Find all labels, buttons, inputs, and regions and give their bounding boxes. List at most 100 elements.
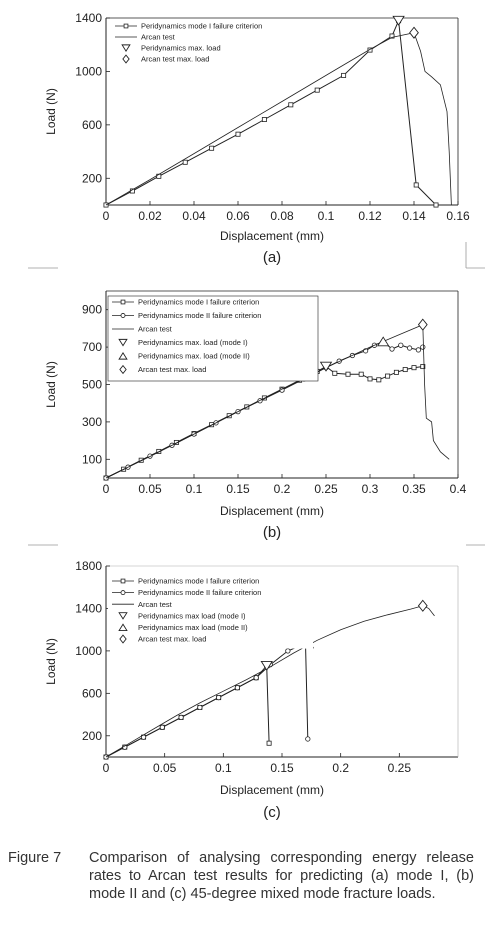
data-point <box>358 371 364 377</box>
legend-marker <box>119 364 127 375</box>
y-tick-label: 700 <box>82 340 102 354</box>
series-5 <box>417 599 428 612</box>
max-load-marker <box>392 15 405 26</box>
y-tick-label: 500 <box>82 378 102 392</box>
data-point <box>261 117 267 122</box>
legend-box <box>107 295 319 382</box>
x-tick-label: 0.2 <box>332 761 349 775</box>
series-line <box>105 32 452 206</box>
series-3 <box>409 26 419 39</box>
data-point <box>209 145 215 151</box>
y-axis-label: Load (N) <box>44 88 58 135</box>
legend-entry: Peridynamics mode I failure criterion <box>138 577 259 586</box>
x-axis-label: Displacement (mm) <box>220 229 324 243</box>
legend-entry: Peridynamics mode I failure criterion <box>138 298 259 307</box>
legend-marker <box>120 299 126 305</box>
series-line <box>105 365 423 479</box>
x-tick-label: 0.15 <box>226 482 250 496</box>
data-point <box>345 371 351 377</box>
legend: Peridynamics mode I failure criterion Per… <box>108 575 313 649</box>
data-point <box>305 736 311 742</box>
x-tick-label: 0.4 <box>450 482 467 496</box>
legend-entry: Peridynamics max. load (mode II) <box>138 352 250 361</box>
data-point <box>402 367 408 373</box>
legend-entry: Peridynamics mode I failure criterion <box>141 22 262 31</box>
data-point <box>389 33 395 39</box>
legend-box <box>108 575 313 649</box>
x-tick-label: 0 <box>103 482 110 496</box>
x-tick-label: 0.3 <box>362 482 379 496</box>
data-point <box>216 694 222 701</box>
series-5 <box>417 318 428 331</box>
y-tick-label: 900 <box>82 303 102 317</box>
y-tick-label: 1800 <box>75 559 102 573</box>
data-point <box>420 344 426 350</box>
x-tick-label: 0.04 <box>182 209 206 223</box>
data-point <box>376 377 382 383</box>
panel-label: (a) <box>263 249 281 266</box>
data-point <box>332 370 338 376</box>
legend-marker <box>123 23 129 29</box>
x-tick-label: 0.35 <box>402 482 426 496</box>
data-point <box>411 365 417 371</box>
series-0 <box>103 364 426 481</box>
series-2 <box>105 605 435 758</box>
data-point <box>253 675 259 681</box>
y-tick-label: 1000 <box>75 644 102 658</box>
legend-marker <box>118 352 128 360</box>
legend-marker <box>120 578 126 584</box>
x-tick-label: 0.08 <box>270 209 294 223</box>
legend-box <box>111 20 281 68</box>
legend-entry: Arcan test <box>138 600 173 609</box>
data-point <box>389 346 395 352</box>
data-point <box>285 648 291 654</box>
legend-entry: Peridynamics max load (mode I) <box>138 611 246 620</box>
legend-entry: Arcan test max. load <box>138 635 206 644</box>
legend-marker <box>118 623 128 631</box>
legend-marker <box>120 590 126 596</box>
legend-marker <box>122 54 130 64</box>
legend-entry: Arcan test max. load <box>138 365 206 374</box>
x-tick-label: 0.1 <box>186 482 203 496</box>
x-tick-label: 0.14 <box>402 209 426 223</box>
data-point <box>341 72 347 78</box>
x-axis-label: Displacement (mm) <box>220 783 324 797</box>
legend-entry: Peridynamics max. load (mode I) <box>138 338 248 347</box>
legend-entry: Arcan test max. load <box>141 55 209 64</box>
legend-entry: Arcan test <box>141 33 176 42</box>
data-point <box>234 685 241 691</box>
legend-entry: Arcan test <box>138 325 173 334</box>
data-point <box>182 159 188 165</box>
series-line <box>105 642 309 758</box>
data-point <box>413 182 419 188</box>
chart-a: 0 0.02 0.04 0.06 0.08 0.1 0.12 0.14 0.16 200 600 10… <box>44 11 470 266</box>
y-tick-label: 1400 <box>75 11 102 25</box>
series-line <box>105 605 435 758</box>
y-axis-label: Load (N) <box>44 361 58 408</box>
x-tick-label: 0.06 <box>226 209 250 223</box>
x-tick-label: 0.25 <box>388 761 412 775</box>
y-tick-label: 300 <box>82 415 102 429</box>
data-point <box>398 342 404 348</box>
x-tick-label: 0.05 <box>138 482 162 496</box>
series-line <box>105 664 270 758</box>
data-point <box>385 373 391 379</box>
y-tick-label: 1000 <box>75 64 102 78</box>
panel-label: (b) <box>263 524 281 541</box>
panel-label: (c) <box>263 804 281 821</box>
series-2 <box>105 324 450 479</box>
legend-marker <box>120 313 126 318</box>
legend-entry: Peridynamics max. load <box>141 44 221 53</box>
x-tick-label: 0 <box>103 761 110 775</box>
legend-marker <box>121 44 131 52</box>
x-tick-label: 0.15 <box>270 761 294 775</box>
data-point <box>266 740 272 746</box>
x-tick-label: 0.16 <box>446 209 470 223</box>
data-point <box>197 704 203 711</box>
x-tick-label: 0.02 <box>138 209 162 223</box>
data-point <box>367 376 373 382</box>
x-tick-label: 0 <box>103 209 110 223</box>
data-point <box>420 364 426 370</box>
series-2 <box>392 15 405 26</box>
